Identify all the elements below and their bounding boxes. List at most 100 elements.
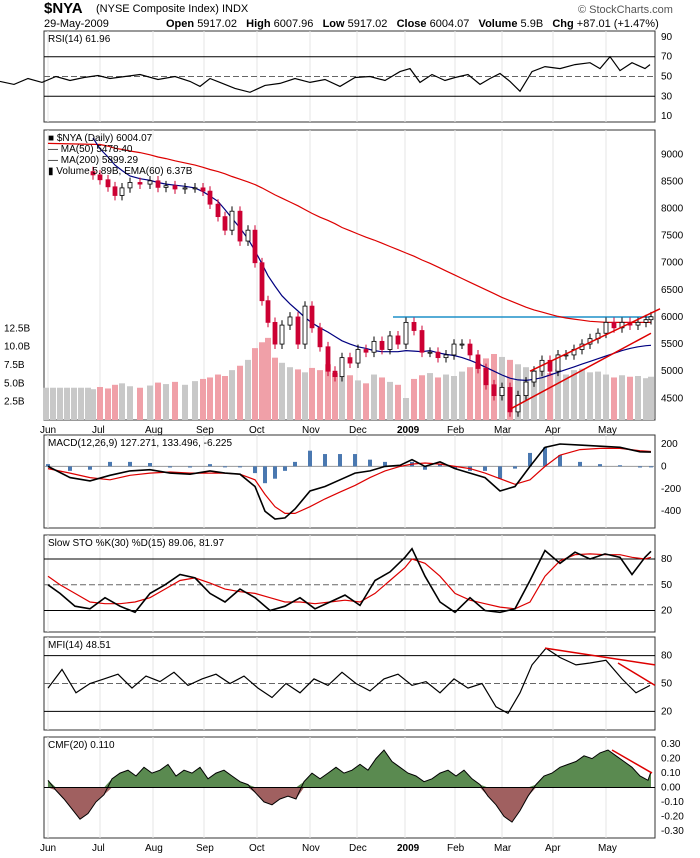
- cmf-negative-area: [48, 787, 651, 823]
- price-bar-body: [252, 229, 258, 264]
- volume-bar: [97, 387, 103, 420]
- price-bar-body: [215, 203, 221, 218]
- macd-tick: 0: [661, 461, 667, 472]
- rsi-tick: 70: [661, 52, 673, 63]
- macd-histogram-bar: [453, 466, 457, 469]
- mfi-tick: 50: [661, 679, 673, 690]
- month-label: Mar: [494, 843, 512, 854]
- volume-bar: [207, 377, 213, 420]
- volume-bar: [192, 381, 198, 420]
- price-bar-body: [259, 262, 265, 302]
- cmf-line: [47, 749, 652, 823]
- volume-bar: [379, 377, 385, 420]
- volume-bar: [105, 388, 111, 420]
- volume-bar: [531, 370, 537, 420]
- price-bar-body: [127, 182, 133, 189]
- volume-bar: [147, 385, 153, 420]
- price-bar-body: [222, 216, 228, 231]
- macd-histogram-bar: [558, 455, 562, 467]
- volume-bar: [435, 377, 441, 420]
- stoch-k-line: [47, 547, 652, 614]
- price-bar-body: [395, 335, 401, 345]
- volume-bar: [57, 387, 63, 420]
- price-bar-body: [443, 354, 449, 359]
- macd-histogram-bar: [543, 447, 547, 467]
- volume-bar: [90, 389, 96, 420]
- macd-histogram-bar: [238, 466, 242, 468]
- price-bar-body: [603, 321, 609, 334]
- cmf-tick: -0.20: [661, 811, 684, 822]
- ma50-label: — MA(50) 5478.40: [48, 144, 133, 155]
- month-label: Dec: [349, 425, 367, 436]
- mfi-tick: 80: [661, 651, 673, 662]
- month-label: Mar: [494, 425, 512, 436]
- price-tick: 9000: [661, 149, 684, 160]
- macd-histogram-bar: [578, 461, 582, 467]
- price-bar-body: [302, 305, 308, 345]
- symbol-title: $NYA: [44, 0, 83, 17]
- price-bar-body: [90, 171, 96, 176]
- macd-histogram-bar: [483, 466, 487, 471]
- price-bar-body: [611, 321, 617, 329]
- month-label: Sep: [196, 843, 214, 854]
- macd-histogram-bar: [638, 466, 642, 468]
- ma200-line: [47, 142, 651, 323]
- quote-line: Open 5917.02 High 6007.96 Low 5917.02 Cl…: [166, 18, 659, 30]
- price-tick: 7000: [661, 258, 684, 269]
- price-tick: 8500: [661, 176, 684, 187]
- channel-lower-trendline: [509, 332, 652, 410]
- volume-bar: [387, 381, 393, 420]
- volume-bar: [279, 362, 285, 420]
- month-label: Jun: [40, 843, 56, 854]
- index-name: (NYSE Composite Index) INDX: [96, 3, 249, 15]
- macd-histogram-bar: [513, 466, 517, 469]
- mfi-label: MFI(14) 48.51: [48, 640, 111, 651]
- volume-bar: [272, 357, 278, 420]
- month-label: Apr: [545, 843, 561, 854]
- price-bar-body: [119, 187, 125, 196]
- volume-bar: [172, 381, 178, 420]
- price-tick: 5500: [661, 339, 684, 350]
- volume-bar: [619, 375, 625, 420]
- macd-line: [47, 443, 652, 520]
- cmf-tick: 0.10: [661, 768, 681, 779]
- macd-histogram-bar: [423, 466, 427, 470]
- macd-histogram-bar: [88, 466, 92, 470]
- price-bar-body: [507, 387, 513, 413]
- price-bar-body: [427, 351, 433, 354]
- price-tick: 6500: [661, 285, 684, 296]
- volume-tick: 12.5B: [4, 323, 30, 334]
- cmf-positive-area: [48, 750, 651, 788]
- volume-bar: [363, 383, 369, 420]
- volume-bar: [287, 367, 293, 420]
- price-bar-body: [379, 340, 385, 350]
- volume-bar: [571, 370, 577, 420]
- volume-bar: [43, 387, 49, 420]
- stoch-tick: 20: [661, 606, 673, 617]
- price-bar-body: [355, 349, 361, 364]
- volume-bar: [215, 374, 221, 420]
- volume-bar: [475, 362, 481, 420]
- mfi-line: [47, 647, 651, 715]
- volume-bar: [403, 398, 409, 420]
- macd-tick: -200: [661, 484, 681, 495]
- cmf-tick: 0.30: [661, 739, 681, 750]
- volume-bar: [443, 374, 449, 420]
- volume-bar: [332, 373, 338, 420]
- volume-bar: [119, 383, 125, 420]
- price-bar-body: [229, 210, 235, 231]
- volume-bar: [200, 378, 206, 420]
- price-label: ■ $NYA (Daily) 6004.07: [48, 133, 153, 144]
- price-bar-body: [648, 316, 654, 321]
- stoch-panel: [43, 534, 656, 633]
- price-bar-body: [419, 330, 425, 353]
- macd-histogram-bar: [353, 454, 357, 467]
- price-bar-body: [155, 180, 161, 188]
- price-tick: 4500: [661, 393, 684, 404]
- price-bar-body: [547, 359, 553, 372]
- month-label: May: [598, 425, 617, 436]
- volume-bar: [222, 376, 228, 420]
- volume-tick: 10.0B: [4, 342, 30, 353]
- macd-histogram-bar: [68, 466, 72, 471]
- volume-bar: [411, 378, 417, 420]
